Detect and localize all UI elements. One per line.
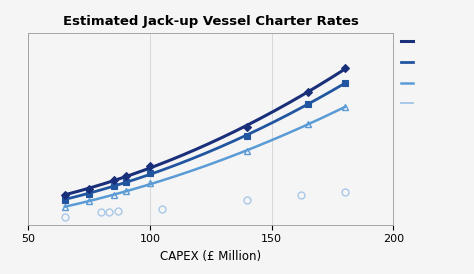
Title: Estimated Jack-up Vessel Charter Rates: Estimated Jack-up Vessel Charter Rates xyxy=(63,15,359,28)
X-axis label: CAPEX (£ Million): CAPEX (£ Million) xyxy=(160,250,262,263)
Legend: , , , : , , , xyxy=(397,33,419,113)
